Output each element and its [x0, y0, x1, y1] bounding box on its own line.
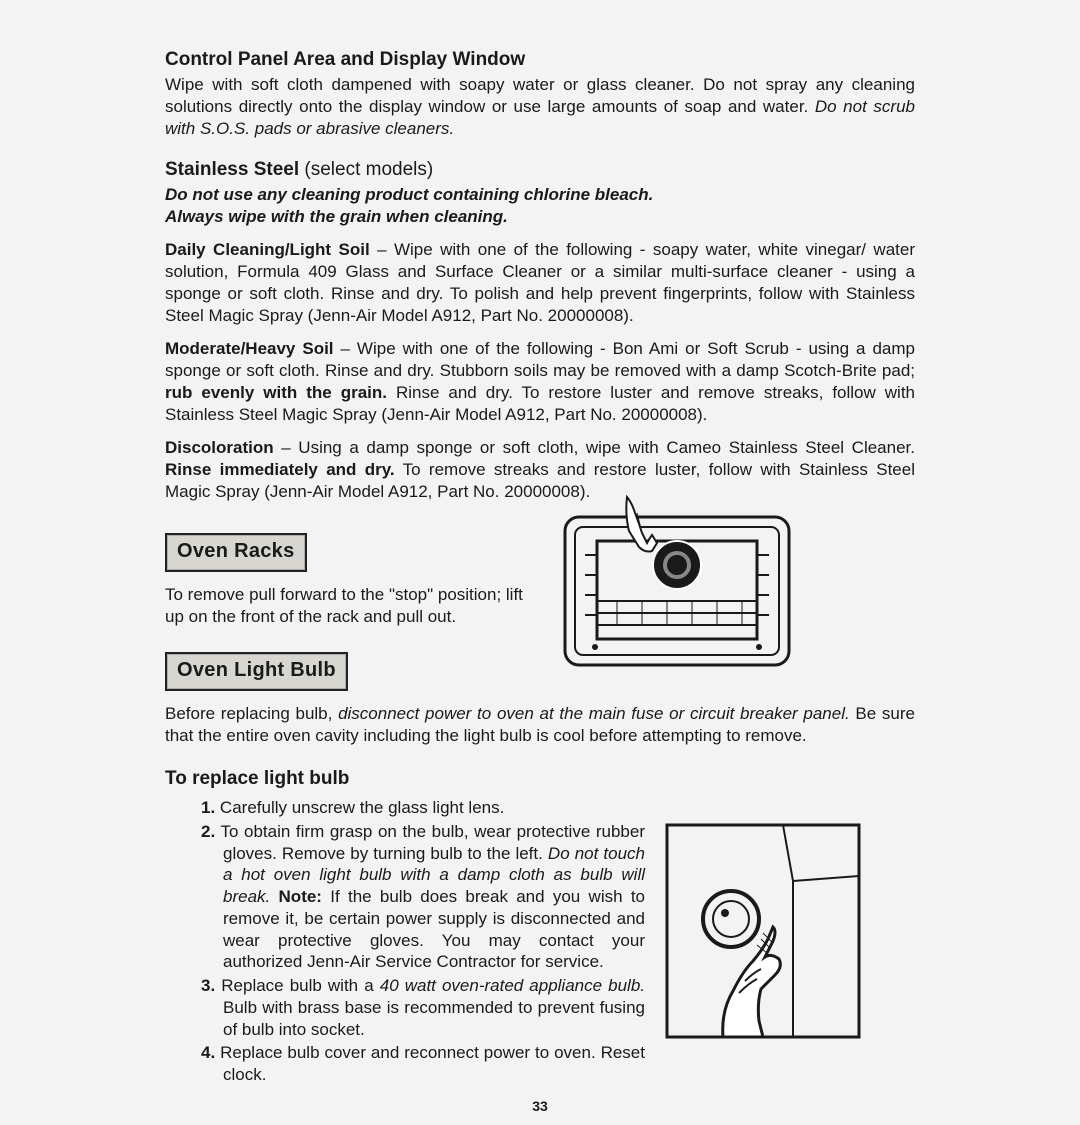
- oven-racks-text: To remove pull forward to the "stop" pos…: [165, 584, 535, 628]
- step-text: [270, 887, 278, 906]
- text-fragment: Before replacing bulb,: [165, 704, 338, 723]
- oven-illustration: [557, 495, 797, 670]
- heading-stainless-bold: Stainless Steel: [165, 159, 299, 180]
- step-bold: Note:: [279, 887, 322, 906]
- step-text: Replace bulb with a: [221, 976, 379, 995]
- control-panel-paragraph: Wipe with soft cloth dampened with soapy…: [165, 74, 915, 139]
- step-3: 3. Replace bulb with a 40 watt oven-rate…: [201, 975, 645, 1040]
- page-number: 33: [165, 1098, 915, 1116]
- section-box-oven-light: Oven Light Bulb: [165, 652, 348, 692]
- heading-control-panel: Control Panel Area and Display Window: [165, 48, 915, 72]
- warning-line-1: Do not use any cleaning product containi…: [165, 184, 915, 206]
- step-1: 1. Carefully unscrew the glass light len…: [201, 797, 645, 819]
- text-italic: disconnect power to oven at the main fus…: [338, 704, 850, 723]
- heading-stainless: Stainless Steel (select models): [165, 158, 915, 182]
- heading-stainless-rest: (select models): [299, 159, 433, 180]
- bulb-illustration: [663, 821, 863, 1041]
- run-in-label: Moderate/Heavy Soil: [165, 339, 334, 358]
- text-bold: Rinse immediately and dry.: [165, 460, 395, 479]
- replace-bulb-steps: 1. Carefully unscrew the glass light len…: [165, 797, 645, 1086]
- heading-replace-bulb: To replace light bulb: [165, 767, 915, 791]
- step-text: Replace bulb cover and reconnect power t…: [220, 1043, 645, 1084]
- text-fragment: – Using a damp sponge or soft cloth, wip…: [274, 438, 915, 457]
- step-2: 2. To obtain firm grasp on the bulb, wea…: [201, 821, 645, 973]
- run-in-label: Discoloration: [165, 438, 274, 457]
- text-fragment: Wipe with soft cloth dampened with soapy…: [165, 75, 915, 116]
- discoloration-paragraph: Discoloration – Using a damp sponge or s…: [165, 437, 915, 502]
- step-text: Carefully unscrew the glass light lens.: [220, 798, 504, 817]
- warning-line-2: Always wipe with the grain when cleaning…: [165, 206, 915, 228]
- step-text: Bulb with brass base is recommended to p…: [223, 998, 645, 1039]
- text-bold: rub evenly with the grain.: [165, 383, 387, 402]
- step-4: 4. Replace bulb cover and reconnect powe…: [201, 1042, 645, 1086]
- step-italic: 40 watt oven-rated appliance bulb.: [380, 976, 645, 995]
- moderate-soil-paragraph: Moderate/Heavy Soil – Wipe with one of t…: [165, 338, 915, 425]
- daily-cleaning-paragraph: Daily Cleaning/Light Soil – Wipe with on…: [165, 239, 915, 326]
- run-in-label: Daily Cleaning/Light Soil: [165, 240, 370, 259]
- section-box-oven-racks: Oven Racks: [165, 533, 307, 573]
- bulb-intro-paragraph: Before replacing bulb, disconnect power …: [165, 703, 915, 747]
